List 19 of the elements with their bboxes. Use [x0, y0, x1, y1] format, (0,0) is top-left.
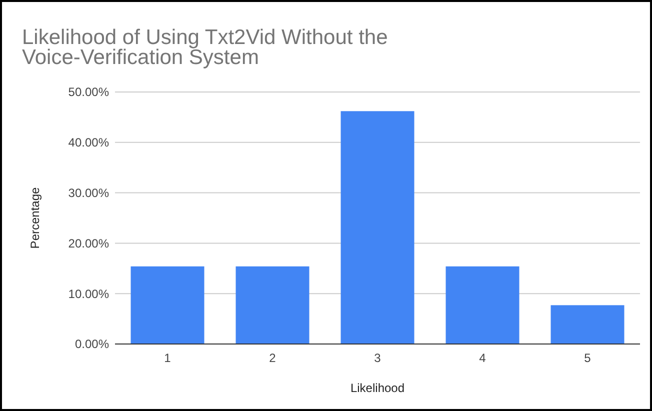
bar [550, 305, 624, 344]
y-tick-label: 0.00% [74, 337, 110, 352]
chart-title: Likelihood of Using Txt2Vid Without the Voice-Verification System [22, 26, 388, 69]
x-axis-title: Likelihood [350, 381, 405, 395]
y-tick-label: 10.00% [68, 286, 110, 301]
y-tick-label: 30.00% [68, 186, 110, 200]
x-tick-label: 2 [269, 351, 276, 365]
x-tick-label: 1 [164, 351, 172, 365]
y-tick-label: 20.00% [68, 236, 110, 250]
bar [236, 266, 310, 344]
bar [446, 266, 520, 344]
y-tick-label: 50.00% [68, 85, 110, 100]
x-tick-label: 4 [479, 351, 486, 365]
x-tick-label: 3 [374, 351, 382, 365]
y-tick-label: 40.00% [68, 136, 110, 150]
x-tick-label: 5 [584, 351, 592, 365]
bar [130, 266, 204, 344]
y-axis-title: Percentage [28, 186, 42, 249]
bar [340, 111, 414, 344]
